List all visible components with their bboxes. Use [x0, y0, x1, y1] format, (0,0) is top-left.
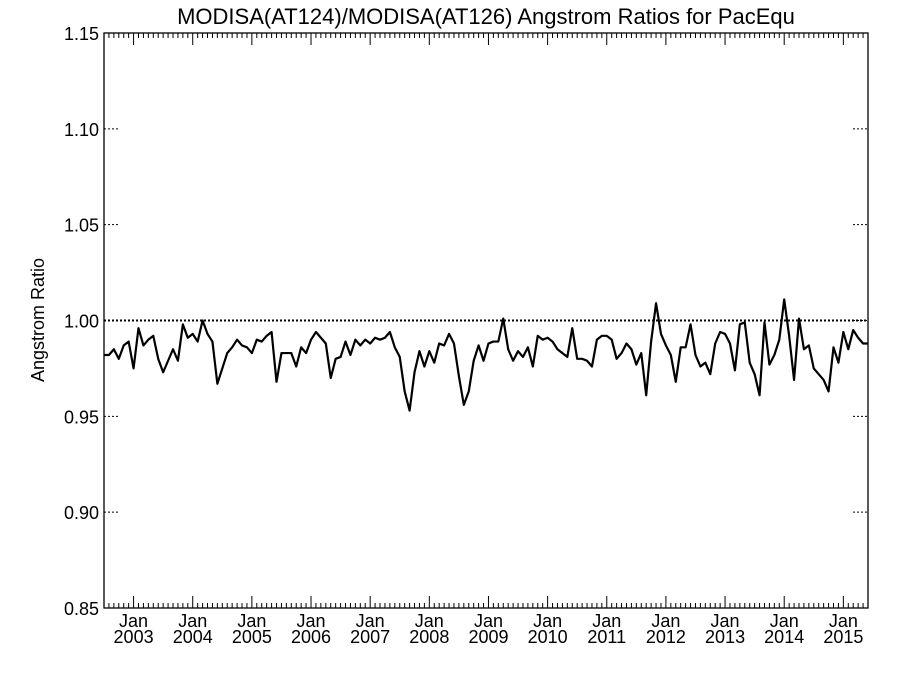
x-tick-label-month: Jan	[178, 611, 207, 631]
x-tick-label-year: 2011	[587, 627, 626, 647]
x-tick-label-year: 2006	[291, 627, 331, 647]
x-tick-label-month: Jan	[119, 611, 148, 631]
x-tick-label-month: Jan	[770, 611, 799, 631]
x-tick-label-year: 2008	[409, 627, 449, 647]
chart-title: MODISA(AT124)/MODISA(AT126) Angstrom Rat…	[177, 4, 795, 29]
x-tick-label-year: 2005	[232, 627, 272, 647]
x-tick-label-year: 2003	[114, 627, 154, 647]
x-tick-label-month: Jan	[356, 611, 385, 631]
x-tick-label-year: 2004	[173, 627, 213, 647]
y-tick-label: 1.00	[64, 312, 99, 332]
x-tick-label-year: 2010	[528, 627, 568, 647]
y-tick-label: 0.95	[64, 407, 99, 427]
x-tick-label-month: Jan	[533, 611, 562, 631]
x-tick-label-year: 2015	[823, 627, 863, 647]
x-tick-label-month: Jan	[237, 611, 266, 631]
x-tick-label-month: Jan	[651, 611, 680, 631]
y-axis-label: Angstrom Ratio	[28, 258, 48, 382]
x-tick-label-year: 2009	[468, 627, 508, 647]
y-tick-label: 1.10	[64, 120, 99, 140]
x-tick-label-month: Jan	[829, 611, 858, 631]
y-tick-label: 1.15	[64, 24, 99, 44]
x-tick-label-year: 2012	[646, 627, 686, 647]
y-tick-label: 0.90	[64, 503, 99, 523]
x-tick-label-year: 2014	[764, 627, 804, 647]
y-tick-label: 1.05	[64, 216, 99, 236]
x-tick-label-month: Jan	[297, 611, 326, 631]
x-tick-label-year: 2007	[350, 627, 390, 647]
series-line	[104, 298, 868, 412]
plot-area: 0.850.900.951.001.051.101.15Jan2003Jan20…	[64, 24, 869, 647]
x-tick-label-month: Jan	[474, 611, 503, 631]
x-tick-label-year: 2013	[705, 627, 745, 647]
x-tick-label-month: Jan	[415, 611, 444, 631]
y-tick-label: 0.85	[64, 599, 99, 619]
x-tick-label-month: Jan	[592, 611, 621, 631]
x-tick-label-month: Jan	[711, 611, 740, 631]
